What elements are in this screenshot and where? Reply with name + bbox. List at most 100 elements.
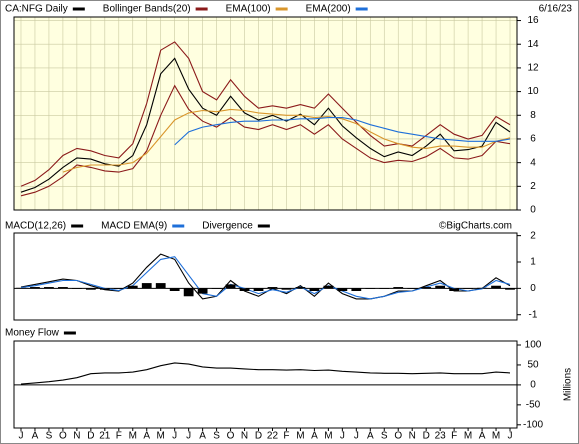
x-tick-label: A <box>311 431 318 442</box>
x-tick-label: F <box>283 431 289 442</box>
x-tick-label: J <box>18 431 23 442</box>
y-tick-label: 14 <box>527 39 539 50</box>
divergence-bar <box>323 285 334 289</box>
plot-border <box>13 232 518 321</box>
series-line <box>20 41 511 187</box>
date-label: 6/16/23 <box>539 4 573 15</box>
divergence-bar <box>477 287 487 289</box>
plot-border <box>13 16 518 211</box>
series-line <box>20 57 511 193</box>
divergence-bar <box>393 287 404 289</box>
divergence-bar <box>407 288 418 289</box>
divergence-bar <box>337 288 348 291</box>
x-tick-label: A <box>479 431 486 442</box>
y-tick-label: 6 <box>530 134 536 145</box>
x-tick-label: M <box>324 431 332 442</box>
divergence-bar <box>155 283 166 289</box>
x-tick-label: J <box>340 431 345 442</box>
divergence-bar <box>30 287 40 289</box>
divergence-bar <box>197 288 208 294</box>
x-tick-label: M <box>492 431 500 442</box>
y-tick-label: 100 <box>525 340 542 351</box>
x-tick-label: S <box>46 431 53 442</box>
divergence-bar <box>449 288 460 291</box>
divergence-bar <box>183 288 194 297</box>
y-tick-label: -50 <box>526 399 541 410</box>
legend-label: Bollinger Bands(20) <box>103 4 191 15</box>
legend-label: EMA(200) <box>306 4 351 15</box>
legend-label: Divergence <box>202 221 253 232</box>
y-tick-label: 50 <box>527 360 539 371</box>
y-axis-label: Millions <box>563 368 574 401</box>
divergence-bar <box>113 288 124 289</box>
x-tick-label: A <box>143 431 150 442</box>
x-tick-label: S <box>381 431 388 442</box>
x-tick-label: J <box>354 431 359 442</box>
series-line <box>62 108 511 173</box>
divergence-bar <box>85 288 96 290</box>
y-tick-label: -1 <box>529 309 538 320</box>
y-tick-label: 16 <box>527 15 539 26</box>
x-tick-label: N <box>241 431 248 442</box>
x-tick-label: J <box>186 431 191 442</box>
x-tick-label: 23 <box>435 431 447 442</box>
series-line <box>20 362 511 385</box>
x-tick-label: 21 <box>99 431 111 442</box>
x-tick-label: M <box>157 431 165 442</box>
y-tick-label: -100 <box>523 419 543 430</box>
divergence-bar <box>169 288 180 291</box>
series-line <box>20 256 511 300</box>
x-tick-label: M <box>464 431 472 442</box>
y-tick-label: 8 <box>530 110 536 121</box>
divergence-bar <box>211 288 222 289</box>
divergence-bar <box>127 285 138 289</box>
divergence-bar <box>421 287 432 289</box>
divergence-bar <box>71 288 82 289</box>
y-tick-label: 1 <box>530 257 536 268</box>
divergence-bar <box>491 285 501 289</box>
divergence-bar <box>141 283 152 289</box>
divergence-bar <box>267 287 278 289</box>
y-tick-label: 4 <box>530 157 536 168</box>
legend-label: MACD EMA(9) <box>101 221 167 232</box>
divergence-bar <box>365 288 376 289</box>
divergence-bar <box>463 288 473 289</box>
x-tick-label: O <box>227 431 235 442</box>
x-tick-label: M <box>296 431 304 442</box>
divergence-bar <box>505 288 515 290</box>
y-tick-label: 0 <box>530 205 536 216</box>
divergence-bar <box>44 287 54 289</box>
legend-label: Money Flow <box>5 328 60 339</box>
divergence-bar <box>351 288 362 291</box>
x-tick-label: D <box>87 431 94 442</box>
series-line <box>20 84 511 197</box>
x-tick-label: 22 <box>267 431 279 442</box>
divergence-bar <box>435 285 446 289</box>
x-tick-label: M <box>129 431 137 442</box>
x-tick-label: A <box>199 431 206 442</box>
legend-label: CA:NFG Daily <box>5 4 68 15</box>
x-tick-label: A <box>367 431 374 442</box>
divergence-bar <box>58 287 68 289</box>
y-tick-label: 0 <box>530 380 536 391</box>
series-line <box>174 117 511 146</box>
x-tick-label: N <box>409 431 416 442</box>
y-tick-label: 10 <box>527 86 539 97</box>
divergence-bar <box>16 287 26 289</box>
x-tick-label: O <box>59 431 67 442</box>
legend-label: EMA(100) <box>226 4 271 15</box>
plot-border <box>13 340 518 429</box>
x-tick-label: F <box>116 431 122 442</box>
divergence-bar <box>99 288 110 290</box>
divergence-bar <box>379 288 390 289</box>
x-tick-label: F <box>451 431 457 442</box>
legend-label: MACD(12,26) <box>5 221 66 232</box>
divergence-bar <box>225 284 236 289</box>
x-tick-label: O <box>394 431 402 442</box>
y-tick-label: 12 <box>527 63 539 74</box>
x-tick-label: D <box>255 431 262 442</box>
x-tick-label: J <box>172 431 177 442</box>
divergence-bar <box>253 288 264 291</box>
divergence-bar <box>239 288 250 291</box>
